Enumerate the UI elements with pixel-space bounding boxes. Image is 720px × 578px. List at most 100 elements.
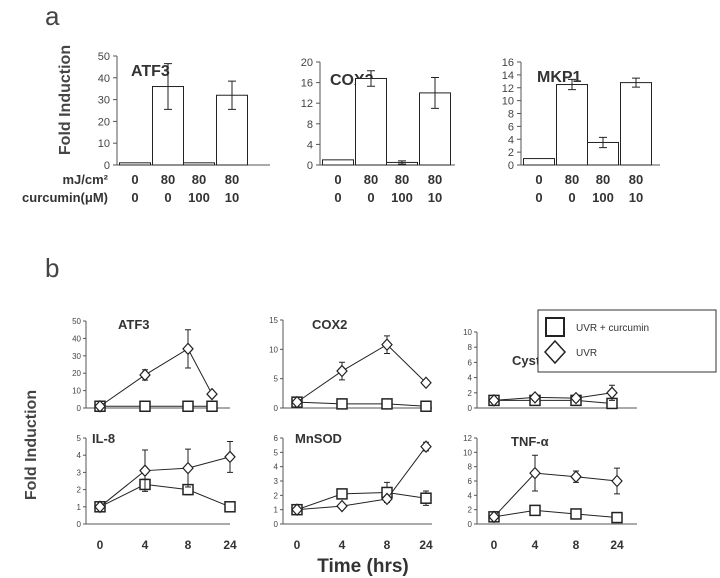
bar-cox2-curcumin-label: 100 (391, 190, 413, 205)
line-cystatin-m-series-line (493, 392, 613, 401)
bar-atf3-dose-label: 80 (225, 172, 239, 187)
line-mnsod-diamond-marker (336, 499, 348, 513)
bar-mkp1-ytick-label: 6 (508, 121, 514, 133)
x-axis-label-b: Time (hrs) (317, 556, 409, 577)
line-atf3-chart: 0 10 20 30 40 50 ATF3 (72, 317, 230, 413)
line-tnf-square-marker (529, 504, 541, 517)
curcumin-row-label: curcumin(μM) (22, 190, 108, 205)
line-atf3-ytick-label: 20 (72, 369, 81, 378)
bar-cox2-bar (322, 159, 354, 166)
line-il-8-ytick-label: 5 (77, 434, 82, 443)
bar-cox2-ytick-label: 8 (307, 119, 313, 131)
line-cystatin-m-series-line (494, 399, 613, 404)
bar-atf3-dose-label: 80 (161, 172, 175, 187)
line-mnsod-ytick-label: 3 (274, 477, 279, 486)
line-il-8-square-marker (224, 501, 236, 513)
line-il-8-diamond-marker (94, 500, 106, 514)
bar-cox2-ytick-label: 12 (301, 98, 313, 110)
line-il-8-ytick-label: 0 (77, 520, 82, 529)
line-atf3-ytick-label: 0 (77, 404, 82, 413)
line-il-8-xtick-label: 0 (97, 538, 104, 552)
bar-atf3-dose-label: 80 (192, 172, 206, 187)
line-il-8-title: IL-8 (92, 431, 115, 446)
line-cystatin-m-diamond-marker (570, 391, 582, 405)
line-cox2-axes (282, 320, 432, 409)
bar-atf3-dose-label: 0 (131, 172, 138, 187)
bar-cox2-curcumin-label: 0 (367, 190, 374, 205)
line-atf3-diamond-marker (139, 368, 151, 382)
line-il-8-axes (85, 438, 230, 525)
bar-cox2-dose-label: 80 (395, 172, 409, 187)
bar-mkp1-dose-label: 80 (629, 172, 643, 187)
line-tnf-diamond-marker (529, 466, 541, 480)
line-il-8-ytick-label: 1 (77, 503, 82, 512)
line-il-8-diamond-marker (182, 461, 194, 475)
bar-atf3-title: ATF3 (131, 63, 170, 80)
bar-atf3-ytick-label: 10 (98, 138, 110, 150)
bar-mkp1-curcumin-label: 0 (535, 190, 542, 205)
line-cystatin-m-diamond-marker (606, 386, 618, 400)
charts-layer: 01020304050ATF300800801008010048121620CO… (72, 51, 660, 552)
line-atf3-ytick-label: 40 (72, 334, 81, 343)
line-mnsod-square-marker (336, 488, 348, 500)
line-il-8-diamond-marker (139, 464, 151, 478)
line-atf3-series-line (99, 348, 213, 407)
bar-cox2-dose-label: 80 (428, 172, 442, 187)
line-atf3-ytick-label: 30 (72, 352, 81, 361)
line-mnsod-xtick-label: 4 (339, 538, 346, 552)
line-tnf-title: TNF-α (511, 434, 549, 449)
line-cox2-title: COX2 (312, 317, 347, 332)
bar-cox2-dose-label: 0 (334, 172, 341, 187)
line-il-8-chart: 0 1 2 3 4 5 IL-8 0 4 8 24 (77, 431, 237, 552)
bar-cox2-bar (355, 77, 387, 166)
bar-cox2-ytick-label: 0 (307, 160, 313, 172)
bar-atf3-ytick-label: 50 (98, 51, 110, 63)
line-mnsod-series-line (296, 446, 427, 511)
line-cox2-ytick-label: 10 (269, 345, 278, 354)
bar-cox2-ytick-label: 20 (301, 57, 313, 69)
bar-mkp1-title: MKP1 (537, 69, 582, 86)
line-mnsod-ytick-label: 6 (274, 434, 279, 443)
dose-row-label: mJ/cm² (62, 172, 108, 187)
bar-mkp1-curcumin-label: 100 (592, 190, 614, 205)
line-tnf-series-line (493, 472, 618, 518)
line-il-8-series-line (99, 483, 231, 508)
line-tnf-diamond-marker (570, 470, 582, 484)
bar-atf3-curcumin-label: 0 (131, 190, 138, 205)
line-atf3-square-marker (182, 400, 194, 413)
line-mnsod-ytick-label: 5 (274, 448, 279, 457)
line-tnf-ytick-label: 0 (468, 520, 473, 529)
legend-square-marker (545, 317, 565, 337)
line-cox2-diamond-marker (336, 364, 348, 378)
line-atf3-title: ATF3 (118, 317, 150, 332)
line-tnf-diamond-marker (611, 474, 623, 488)
bar-atf3-ytick-label: 20 (98, 116, 110, 128)
bar-atf3-curcumin-label: 0 (164, 190, 171, 205)
line-mnsod-xtick-label: 24 (419, 538, 433, 552)
line-tnf-ytick-label: 6 (468, 477, 473, 486)
line-mnsod-diamond-marker (291, 503, 303, 517)
bar-cox2-error-bar (431, 76, 439, 109)
line-mnsod-diamond-marker (420, 440, 432, 453)
line-cox2-square-marker (420, 400, 432, 412)
line-mnsod-xtick-label: 0 (294, 538, 301, 552)
bar-mkp1-error-bar (568, 78, 576, 91)
line-tnf-square-marker (570, 508, 582, 520)
line-mnsod-chart: 0 1 2 3 4 5 6 MnSOD 0 4 8 24 (274, 431, 433, 552)
bar-cox2-error-bar (398, 160, 406, 165)
bar-mkp1-curcumin-label: 0 (568, 190, 575, 205)
bar-atf3-curcumin-label: 100 (188, 190, 210, 205)
line-il-8-xtick-label: 8 (185, 538, 192, 552)
bar-cox2-ytick-label: 16 (301, 78, 313, 90)
bar-atf3-error-bar (164, 63, 172, 110)
bar-atf3-error-bar (228, 80, 236, 110)
line-il-8-series-line (99, 456, 231, 508)
line-cystatin-m-ytick-label: 10 (463, 328, 472, 337)
bar-cox2-dose-label: 80 (364, 172, 378, 187)
line-cox2-diamond-marker (291, 395, 303, 409)
bar-mkp1-bar (620, 82, 652, 166)
line-cox2-series-line (296, 344, 427, 403)
line-mnsod-xtick-label: 8 (384, 538, 391, 552)
